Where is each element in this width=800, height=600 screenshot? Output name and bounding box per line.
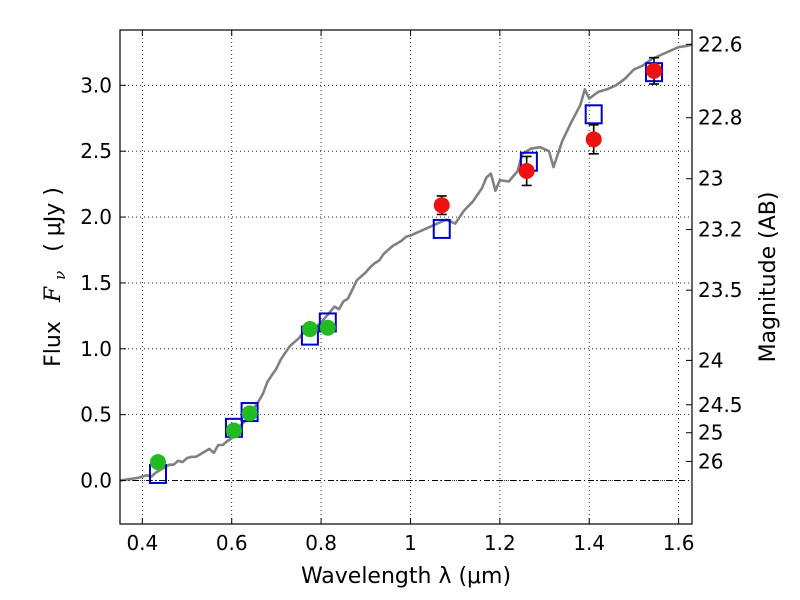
y2-tick-label: 22.6 — [698, 32, 743, 56]
y-tick-label: 2.5 — [80, 139, 112, 163]
y2-tick-label: 25 — [698, 421, 723, 445]
y-axis-label-subscript: ν — [51, 271, 69, 280]
plot-frame — [119, 29, 693, 525]
y-tick-label: 1.5 — [80, 271, 112, 295]
model-square-marker — [584, 104, 603, 125]
y2-tick-label: 24.5 — [698, 393, 743, 417]
photometry-point — [646, 62, 663, 79]
x-tick-label: 1 — [404, 531, 417, 555]
y2-ticks: 22.6 22.8 23 23.2 23.5 24 24.5 25 26 — [686, 32, 743, 473]
spectrum-layer — [119, 43, 693, 482]
photometry-point — [149, 454, 166, 471]
y2-tick-label: 26 — [698, 449, 723, 473]
x-tick-label: 1.2 — [484, 531, 516, 555]
x-tick-label: 1.4 — [573, 531, 605, 555]
y-tick-label: 1.0 — [80, 337, 112, 361]
y-axis-label-unit: ( μJy ) — [41, 187, 66, 252]
svg-text:Flux F ν ( μ: Flux F ν ( μJy ) — [41, 187, 71, 367]
photometry-point — [585, 131, 602, 148]
x-ticks: 0.4 0.6 0.8 1 1.2 1.4 1.6 — [126, 30, 695, 555]
y-tick-label: 3.0 — [80, 73, 112, 97]
photometry-point — [319, 319, 336, 336]
x-tick-label: 0.8 — [305, 531, 337, 555]
y-tick-label: 0.5 — [80, 403, 112, 427]
photometry-point — [241, 405, 258, 422]
y2-tick-label: 24 — [698, 348, 723, 372]
x-tick-label: 1.6 — [663, 531, 695, 555]
photometry-point — [518, 162, 535, 179]
photometry-point — [301, 321, 318, 338]
plot-background — [120, 30, 692, 524]
x-tick-label: 0.6 — [216, 531, 248, 555]
y-axis-label-word: Flux — [41, 321, 66, 367]
point-markers-layer — [149, 62, 663, 471]
x-axis-label: Wavelength λ (μm) — [301, 564, 511, 589]
y-ticks: 0.0 0.5 1.0 1.5 2.0 2.5 3.0 — [80, 73, 126, 493]
y2-tick-label: 23.5 — [698, 278, 743, 302]
spectrum-line — [119, 43, 693, 482]
y-tick-label: 0.0 — [80, 469, 112, 493]
y2-tick-label: 22.8 — [698, 106, 743, 130]
photometry-point — [433, 197, 450, 214]
x-tick-label: 0.4 — [126, 531, 158, 555]
photometry-point — [225, 422, 242, 439]
y2-tick-label: 23.2 — [698, 218, 743, 242]
grid — [120, 30, 692, 524]
y2-tick-label: 23 — [698, 167, 723, 191]
model-square-marker — [432, 218, 451, 239]
y-tick-label: 2.0 — [80, 205, 112, 229]
y-axis-label: Flux F ν ( μJy ) — [41, 187, 71, 367]
y2-axis-label: Magnitude (AB) — [756, 192, 781, 363]
y-axis-label-symbol: F — [41, 286, 66, 303]
